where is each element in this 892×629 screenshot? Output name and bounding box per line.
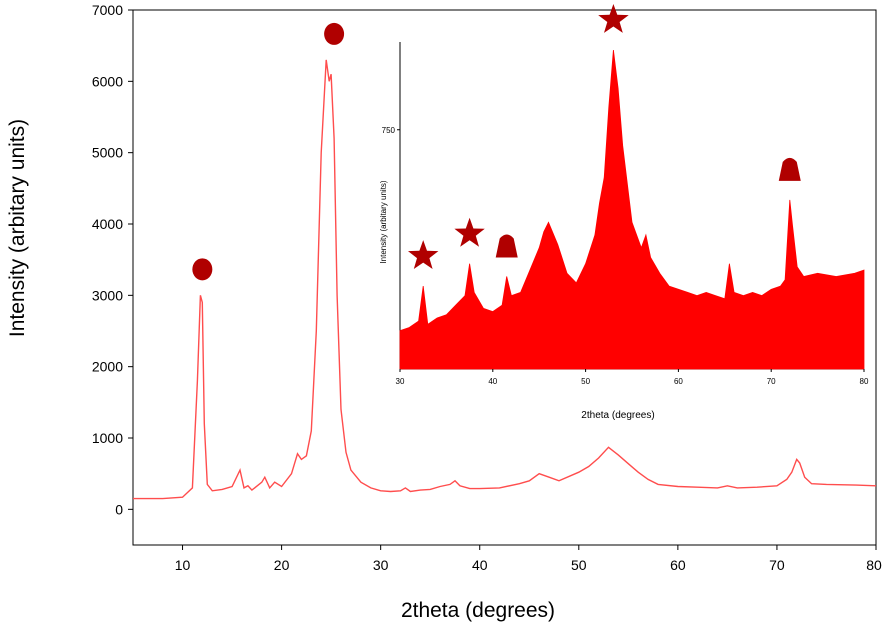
phase-marker-triangle — [778, 157, 801, 181]
inset-x-tick-label: 50 — [581, 377, 590, 386]
y-tick-label: 4000 — [92, 216, 123, 232]
inset-x-tick-label: 30 — [396, 377, 405, 386]
inset-markers-group — [408, 4, 801, 269]
inset-y-axis-title: Intensity (arbitary units) — [379, 180, 388, 263]
x-axis-title: 2theta (degrees) — [401, 599, 555, 622]
main-axis-ticks: 10 20 30 40 50 60 70 80 0 1000 2000 3000 4000 5000 600… — [92, 2, 882, 573]
inset-series-group — [399, 49, 865, 370]
phase-marker-star — [408, 240, 439, 269]
main-markers-group — [192, 22, 345, 281]
inset-x-tick-label: 40 — [488, 377, 497, 386]
x-tick-label: 80 — [866, 557, 882, 573]
y-axis-title: Intensity (arbitary units) — [6, 119, 29, 337]
x-tick-label: 60 — [670, 557, 686, 573]
main-plot-area — [132, 9, 877, 546]
y-tick-label: 0 — [115, 501, 123, 517]
y-tick-label: 5000 — [92, 145, 123, 161]
x-tick-label: 40 — [472, 557, 488, 573]
phase-marker-circle — [192, 258, 213, 281]
inset-plot: 30 40 50 60 70 80 750 2theta (degrees) Intensi… — [379, 4, 869, 421]
phase-marker-circle — [324, 22, 345, 45]
x-tick-label: 20 — [274, 557, 290, 573]
inset-series-area — [399, 49, 865, 370]
inset-x-tick-label: 60 — [674, 377, 683, 386]
x-tick-label: 30 — [373, 557, 389, 573]
inset-x-axis-title: 2theta (degrees) — [581, 410, 654, 421]
main-plot-frame — [132, 9, 877, 546]
y-tick-label: 6000 — [92, 73, 123, 89]
y-tick-label: 1000 — [92, 430, 123, 446]
phase-marker-star — [598, 4, 629, 33]
y-tick-label: 3000 — [92, 287, 123, 303]
x-tick-label: 50 — [571, 557, 587, 573]
x-tick-label: 10 — [175, 557, 191, 573]
inset-axis-ticks: 30 40 50 60 70 80 750 — [382, 126, 869, 386]
phase-marker-triangle — [495, 234, 518, 258]
phase-marker-star — [454, 217, 485, 247]
inset-x-tick-label: 80 — [860, 377, 869, 386]
y-tick-label: 7000 — [92, 2, 123, 18]
x-tick-label: 70 — [769, 557, 785, 573]
main-series-group — [133, 59, 877, 500]
inset-y-tick-label: 750 — [382, 126, 396, 135]
inset-x-tick-label: 70 — [767, 377, 776, 386]
main-series-line — [133, 59, 877, 500]
y-tick-label: 2000 — [92, 359, 123, 375]
